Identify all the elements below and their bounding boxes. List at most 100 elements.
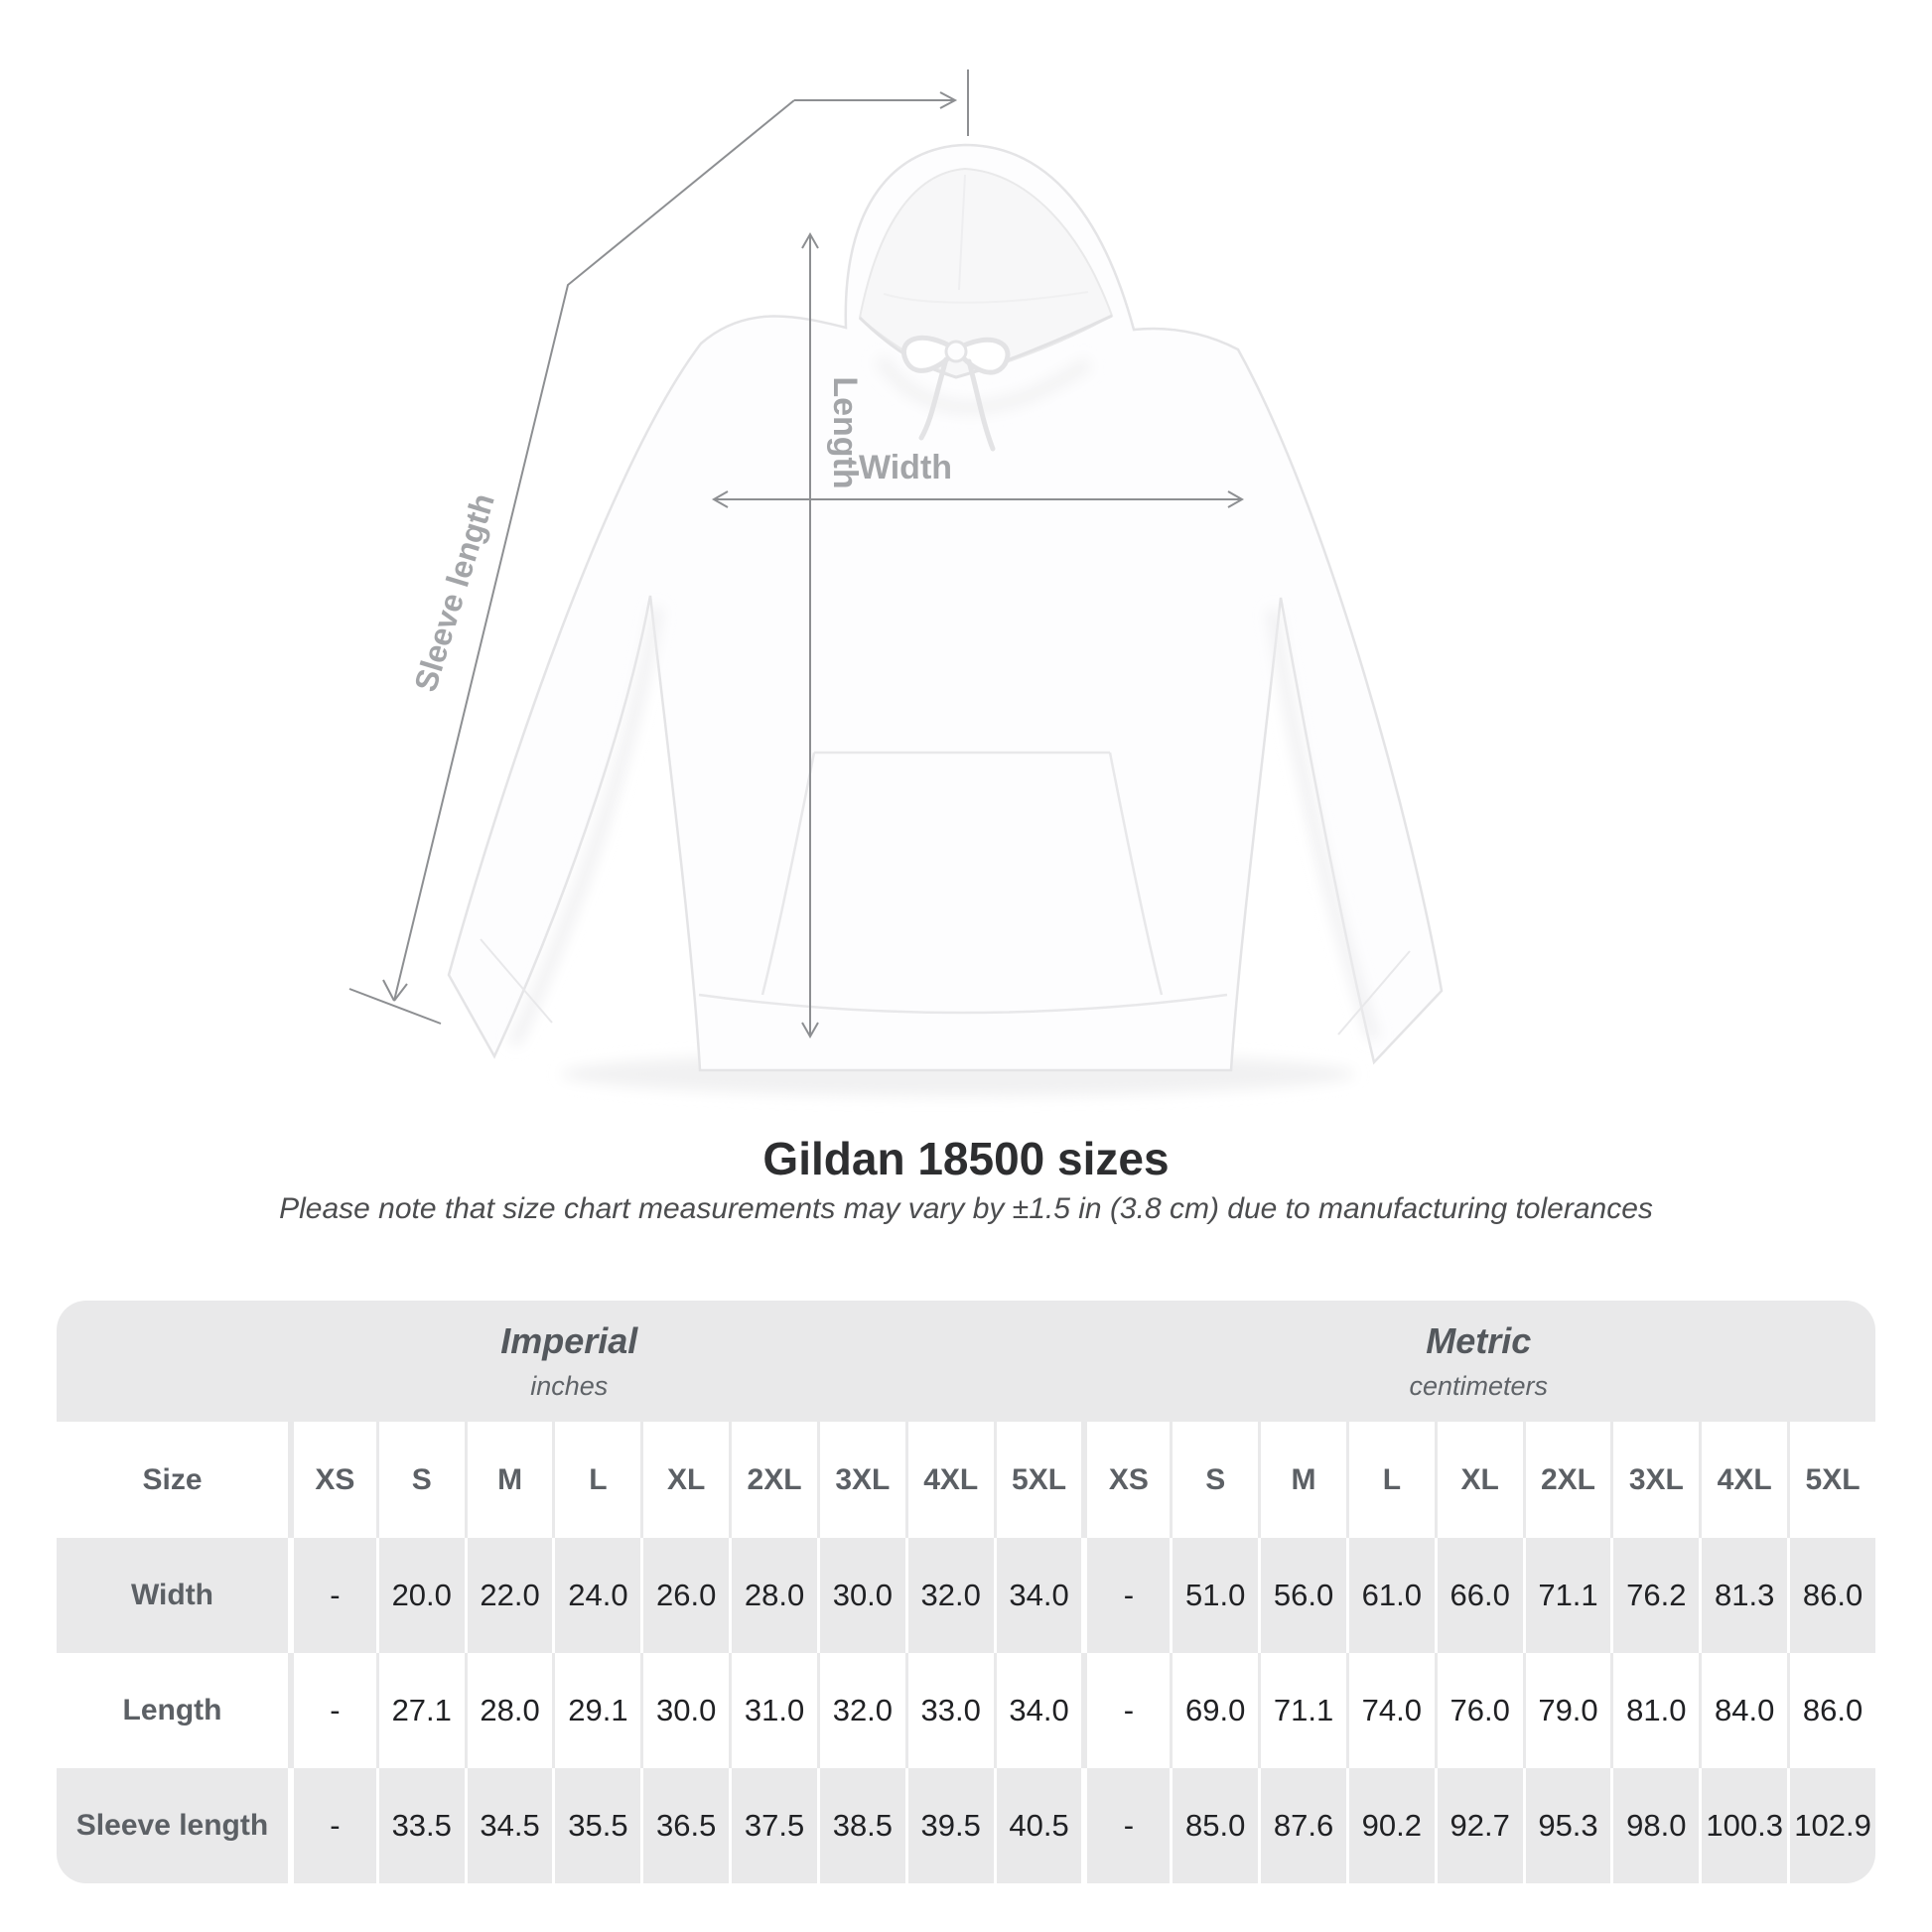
value-cell: 76.2 xyxy=(1610,1538,1699,1653)
table-row-length: Length - 27.1 28.0 29.1 30.0 31.0 32.0 3… xyxy=(57,1653,1875,1768)
value-cell: 35.5 xyxy=(552,1768,640,1883)
row-label: Width xyxy=(130,1579,214,1611)
value-cell: 36.5 xyxy=(640,1768,729,1883)
size-header-cell: XL xyxy=(640,1422,729,1538)
value-cell: 34.0 xyxy=(993,1538,1082,1653)
value-cell: 30.0 xyxy=(640,1653,729,1768)
value-cell: 74.0 xyxy=(1345,1653,1435,1768)
size-header-cell: XS xyxy=(288,1422,376,1538)
value-cell: 84.0 xyxy=(1699,1653,1787,1768)
table-row-sleeve-length: Sleeve length - 33.5 34.5 35.5 36.5 37.5… xyxy=(57,1768,1875,1883)
size-header-cell: 5XL xyxy=(993,1422,1082,1538)
tolerance-note: Please note that size chart measurements… xyxy=(279,1192,1653,1225)
size-header-cell: 4XL xyxy=(904,1422,994,1538)
value-cell: 76.0 xyxy=(1434,1653,1523,1768)
size-chart-page: Length Width Sleeve length Gildan 18500 … xyxy=(57,69,1875,1883)
size-header-cell: S xyxy=(375,1422,465,1538)
page-title: Gildan 18500 sizes xyxy=(762,1133,1170,1184)
imperial-unit-label: inches xyxy=(530,1371,609,1401)
hoodie-shading xyxy=(509,355,1379,1047)
length-arrow xyxy=(801,231,819,1039)
value-cell: - xyxy=(1081,1538,1170,1653)
row-label: Sleeve length xyxy=(75,1809,269,1842)
value-cell: 66.0 xyxy=(1434,1538,1523,1653)
kangaroo-pocket xyxy=(760,751,1164,996)
measurement-arrows xyxy=(348,69,1245,1039)
value-cell: 81.0 xyxy=(1610,1653,1699,1768)
width-arrow xyxy=(711,490,1245,508)
value-cell: 28.0 xyxy=(464,1653,553,1768)
value-cell: 34.5 xyxy=(464,1768,553,1883)
size-header-cell: 5XL xyxy=(1787,1422,1875,1538)
value-cell: 40.5 xyxy=(993,1768,1082,1883)
value-cell: 28.0 xyxy=(729,1538,817,1653)
size-header-row: Size XS S M L XL 2XL 3XL 4XL 5XL XS S M … xyxy=(57,1422,1875,1538)
size-header-cell: XS xyxy=(1081,1422,1170,1538)
hem-band-seam xyxy=(698,993,1228,1015)
size-header-cell: L xyxy=(1345,1422,1435,1538)
value-cell: 85.0 xyxy=(1170,1768,1258,1883)
value-cell: 79.0 xyxy=(1522,1653,1611,1768)
metric-unit-label: centimeters xyxy=(1409,1371,1548,1401)
value-cell: 86.0 xyxy=(1787,1538,1875,1653)
metric-group-header: Metric centimeters xyxy=(1081,1301,1875,1422)
value-cell: 100.3 xyxy=(1699,1768,1787,1883)
value-cell: 87.6 xyxy=(1258,1768,1346,1883)
size-header-cell: XL xyxy=(1434,1422,1523,1538)
value-cell: 81.3 xyxy=(1699,1538,1787,1653)
value-cell: - xyxy=(1081,1653,1170,1768)
hoodie-illustration xyxy=(447,143,1444,1096)
collar-seam xyxy=(858,314,1113,379)
value-cell: 34.0 xyxy=(993,1653,1082,1768)
value-cell: 29.1 xyxy=(552,1653,640,1768)
value-cell: - xyxy=(288,1768,376,1883)
size-table-container: Imperial inches Metric centimeters Size … xyxy=(57,1301,1875,1883)
sleeve-length-arrow xyxy=(348,69,969,1025)
value-cell: 37.5 xyxy=(729,1768,817,1883)
row-label: Length xyxy=(122,1694,222,1726)
value-cell: 69.0 xyxy=(1170,1653,1258,1768)
size-header-cell: 2XL xyxy=(729,1422,817,1538)
hoodie-body xyxy=(447,143,1444,1072)
width-label: Width xyxy=(859,449,952,486)
hoodie-figure: Length Width Sleeve length xyxy=(348,69,1444,1096)
value-cell: 56.0 xyxy=(1258,1538,1346,1653)
size-table: Imperial inches Metric centimeters Size … xyxy=(57,1301,1875,1883)
size-header-cell: M xyxy=(464,1422,553,1538)
value-cell: 92.7 xyxy=(1434,1768,1523,1883)
right-cuff-seam xyxy=(1337,950,1411,1035)
size-header-cell: 3XL xyxy=(1610,1422,1699,1538)
value-cell: 38.5 xyxy=(816,1768,905,1883)
imperial-group-header: Imperial inches xyxy=(57,1301,1082,1422)
table-row-width: Width - 20.0 22.0 24.0 26.0 28.0 30.0 32… xyxy=(57,1538,1875,1653)
value-cell: 33.0 xyxy=(904,1653,994,1768)
value-cell: 71.1 xyxy=(1258,1653,1346,1768)
imperial-label: Imperial xyxy=(500,1320,638,1361)
length-label: Length xyxy=(826,376,864,488)
hoodie-measurement-diagram: Length Width Sleeve length xyxy=(348,69,1444,1096)
value-cell: - xyxy=(288,1538,376,1653)
value-cell: 61.0 xyxy=(1345,1538,1435,1653)
value-cell: 102.9 xyxy=(1787,1768,1875,1883)
value-cell: 24.0 xyxy=(552,1538,640,1653)
sleeve-length-label: Sleeve length xyxy=(407,489,501,696)
size-header-cell: S xyxy=(1170,1422,1258,1538)
value-cell: 26.0 xyxy=(640,1538,729,1653)
size-header-cell: M xyxy=(1258,1422,1346,1538)
drawstrings xyxy=(901,335,1011,452)
metric-label: Metric xyxy=(1426,1320,1532,1361)
hood-back-seam xyxy=(883,291,1089,304)
value-cell: 98.0 xyxy=(1610,1768,1699,1883)
value-cell: 30.0 xyxy=(816,1538,905,1653)
value-cell: 22.0 xyxy=(464,1538,553,1653)
value-cell: 31.0 xyxy=(729,1653,817,1768)
value-cell: 90.2 xyxy=(1345,1768,1435,1883)
unit-header-row: Imperial inches Metric centimeters xyxy=(57,1301,1875,1422)
value-cell: 27.1 xyxy=(375,1653,465,1768)
value-cell: 39.5 xyxy=(904,1768,994,1883)
value-cell: 33.5 xyxy=(375,1768,465,1883)
value-cell: 32.0 xyxy=(904,1538,994,1653)
hood-center-seam xyxy=(958,174,966,291)
value-cell: 32.0 xyxy=(816,1653,905,1768)
left-cuff-seam xyxy=(480,938,553,1024)
